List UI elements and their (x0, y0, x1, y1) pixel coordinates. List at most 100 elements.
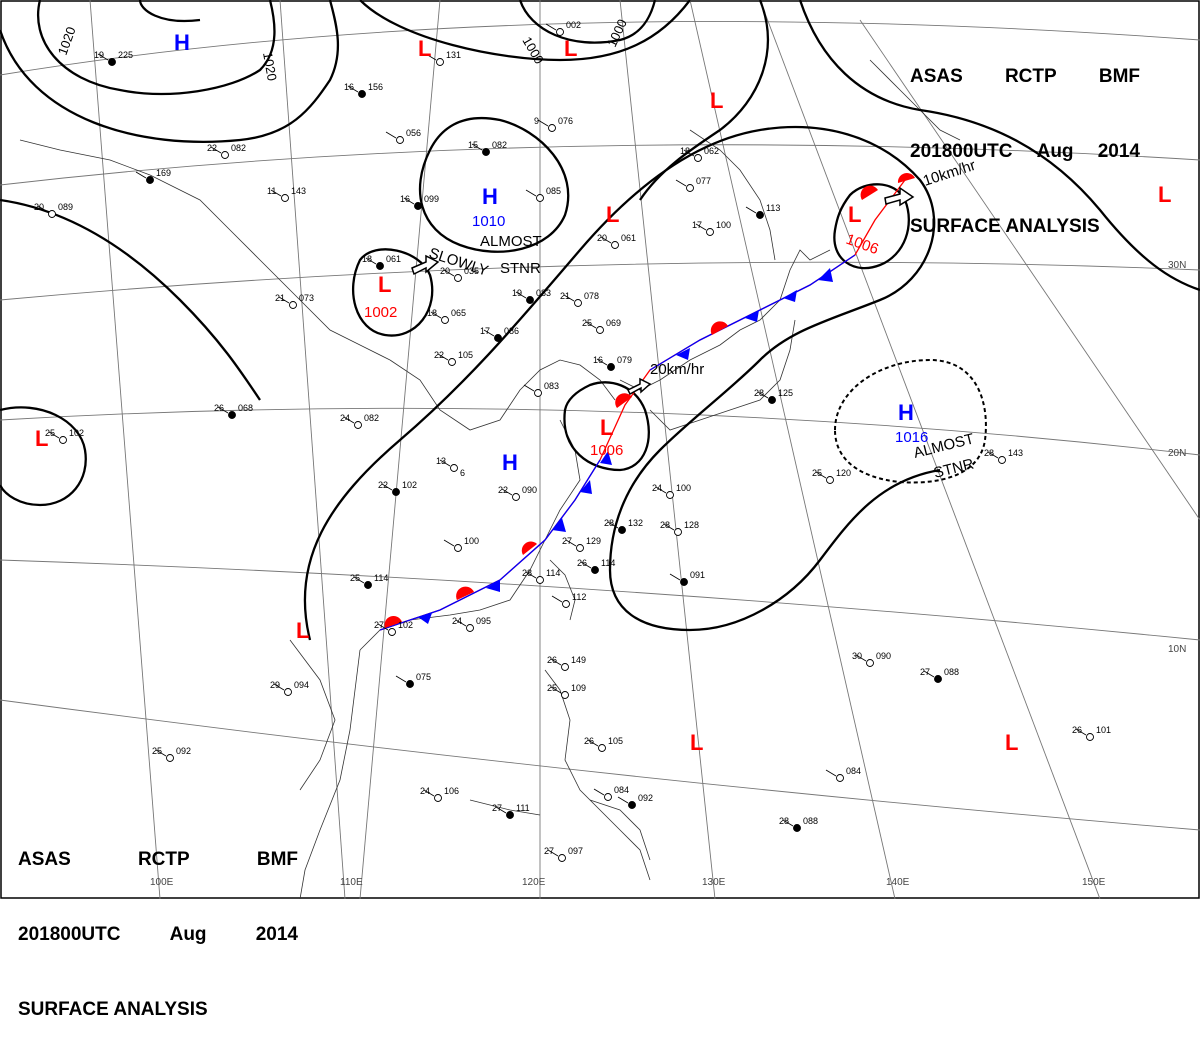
station-pressure: 097 (568, 846, 583, 856)
station-circle (448, 358, 456, 366)
high-center-label: H (482, 184, 498, 209)
station-pressure: 095 (476, 616, 491, 626)
station-circle (388, 628, 396, 636)
station-pressure: 143 (291, 186, 306, 196)
station-pressure: 075 (416, 672, 431, 682)
station-circle (611, 241, 619, 249)
low-center-label: L (1005, 730, 1018, 755)
wind-barb (377, 623, 389, 631)
station-pressure: 099 (424, 194, 439, 204)
header-product: SURFACE ANALYSIS (910, 216, 1100, 237)
wind-barb (815, 471, 827, 479)
station-circle (598, 744, 606, 752)
header-top-right: ASAS RCTP BMF 201800UTC Aug 2014 SURFACE… (910, 14, 1140, 264)
station-temp: 19 (512, 288, 522, 298)
header-month: Aug (169, 924, 207, 945)
wind-barb (210, 146, 222, 154)
station-circle (396, 136, 404, 144)
station-pressure: 077 (696, 176, 711, 186)
station-temp: 28 (984, 448, 994, 458)
station-plot: 24 095 (452, 616, 491, 632)
station-circle (674, 528, 682, 536)
station-circle (576, 544, 584, 552)
stnr-label: STNR (500, 260, 541, 277)
station-pressure: 149 (571, 655, 586, 665)
station-plot: 13 6 (436, 456, 465, 478)
station-circle (392, 488, 400, 496)
wind-barb (347, 85, 359, 93)
station-plot: 077 (675, 176, 711, 192)
station-circle (998, 456, 1006, 464)
isobars (0, 0, 1200, 641)
station-plot: 26 114 (577, 558, 615, 574)
station-pressure: 069 (606, 318, 621, 328)
header-station: RCTP (137, 849, 190, 870)
station-circle (756, 211, 764, 219)
station-plot: 18 062 (680, 146, 719, 162)
station-temp: 17 (480, 326, 490, 336)
wind-barb (523, 384, 535, 392)
station-pressure: 100 (716, 220, 731, 230)
station-circle (680, 578, 688, 586)
high-center-label: H (898, 400, 914, 425)
station-circle (284, 688, 292, 696)
wind-barb (37, 205, 49, 213)
station-plot: 083 (523, 381, 559, 397)
station-temp: 26 (1072, 725, 1082, 735)
station-pressure: 125 (778, 388, 793, 398)
station-circle (354, 421, 362, 429)
wind-barb (385, 131, 397, 139)
station-plot: 16 156 (344, 82, 383, 98)
wind-barb (695, 223, 707, 231)
station-pressure: 101 (1096, 725, 1111, 735)
station-pressure: 086 (504, 326, 519, 336)
h1010-value: 1010 (472, 213, 505, 230)
wind-barb (923, 670, 935, 678)
station-circle (454, 274, 462, 282)
wind-barb (270, 189, 282, 197)
station-circle (59, 436, 67, 444)
station-pressure: 105 (458, 350, 473, 360)
station-circle (618, 526, 626, 534)
station-plot: 27 111 (492, 803, 530, 819)
station-plot: 002 (545, 20, 581, 36)
station-temp: 20 (597, 233, 607, 243)
station-temp: 21 (275, 293, 285, 303)
wind-barb (515, 291, 527, 299)
header-year: 2014 (1097, 141, 1140, 162)
station-plot: 22 102 (378, 480, 417, 496)
station-temp: 22 (434, 350, 444, 360)
station-circle (686, 184, 694, 192)
station-temp: 27 (920, 667, 930, 677)
station-circle (406, 680, 414, 688)
wind-barb (545, 23, 557, 31)
lon-label: 110E (340, 877, 363, 888)
station-temp: 15 (468, 140, 478, 150)
station-plot: 056 (385, 128, 421, 144)
station-pressure: 090 (876, 651, 891, 661)
wind-barb (403, 197, 415, 205)
header-office: BMF (1098, 66, 1140, 87)
lon-label: 120E (522, 877, 546, 888)
station-plot: 100 (443, 536, 479, 552)
station-temp: 25 (547, 683, 557, 693)
station-plot: 25 109 (547, 683, 586, 699)
wind-barb (600, 236, 612, 244)
station-pressure: 078 (584, 291, 599, 301)
station-pressure: 129 (586, 536, 601, 546)
wind-barb (278, 296, 290, 304)
low-center-label: L (564, 36, 577, 61)
station-temp: 27 (544, 846, 554, 856)
station-temp: 25 (350, 573, 360, 583)
high-center-label: H (502, 450, 518, 475)
wind-barb (585, 321, 597, 329)
station-temp: 22 (498, 485, 508, 495)
wind-barb (551, 595, 563, 603)
arrow-20kmhr (626, 377, 652, 396)
station-temp: 22 (378, 480, 388, 490)
wind-barb (550, 686, 562, 694)
station-plot: 27 102 (374, 620, 413, 636)
station-temp: 17 (692, 220, 702, 230)
station-plot: 25 114 (350, 573, 388, 589)
